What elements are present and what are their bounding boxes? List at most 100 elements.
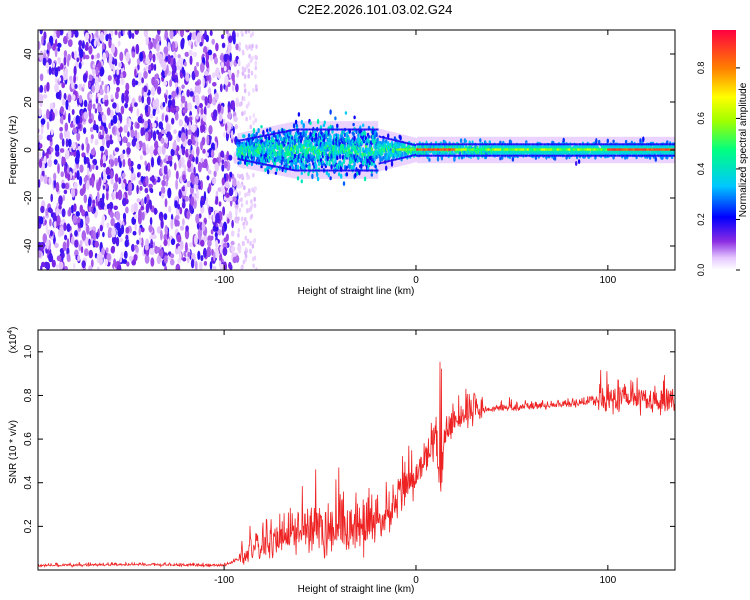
heatmap-noise-cell (109, 211, 114, 219)
heatmap-halo-cell (275, 125, 277, 175)
heatmap-faint-cell (245, 220, 249, 226)
heatmap-noise-cell (205, 34, 209, 43)
heatmap-noise-cell (95, 98, 99, 104)
heatmap-noise-cell (45, 62, 49, 68)
heatmap-faint-cell (243, 88, 247, 94)
heatmap-noise-cell (150, 257, 155, 267)
heatmap-noise-cell (59, 126, 63, 132)
heatmap-noise-cell (120, 105, 125, 115)
heatmap-band-cell (280, 144, 283, 150)
heatmap-noise-cell (197, 104, 200, 115)
heatmap-noise-cell (93, 39, 97, 47)
heatmap-band-cell (264, 168, 267, 172)
heatmap-faint-cell (248, 44, 251, 50)
heatmap-noise-cell (235, 188, 238, 197)
heatmap-band-cell (267, 169, 270, 175)
heatmap-band-cell (395, 155, 398, 160)
heatmap-noise-cell (206, 134, 210, 146)
heatmap-faint-cell (252, 263, 255, 269)
heatmap-noise-cell (197, 161, 202, 173)
heatmap-band-cell (598, 139, 601, 144)
heatmap-noise-cell (76, 57, 80, 63)
heatmap-noise-cell (102, 193, 105, 200)
heatmap-noise-cell (122, 259, 128, 264)
heatmap-noise-cell (112, 114, 118, 124)
heatmap-band-cell (375, 132, 378, 138)
heatmap-noise-cell (73, 74, 76, 84)
heatmap-noise-cell (196, 190, 200, 201)
heatmap-faint-cell (254, 74, 257, 79)
heatmap-noise-cell (153, 148, 158, 156)
heatmap-noise-cell (38, 250, 42, 258)
heatmap-noise-cell (95, 66, 99, 76)
heatmap-band-cell (271, 153, 275, 158)
heatmap-noise-cell (227, 42, 232, 53)
heatmap-noise-cell (70, 122, 74, 128)
heatmap-noise-cell (145, 146, 150, 155)
heatmap-noise-cell (104, 258, 109, 266)
heatmap-noise-cell (102, 162, 107, 168)
heatmap-noise-cell (196, 61, 199, 67)
heatmap-band-cell (296, 147, 300, 154)
heatmap-noise-cell (161, 113, 164, 122)
heatmap-band-cell (324, 148, 327, 155)
heatmap-noise-cell (88, 45, 93, 55)
heatmap-band-cell (370, 147, 373, 152)
heatmap-noise-cell (79, 48, 84, 59)
heatmap-noise-cell (89, 93, 93, 99)
heatmap-noise-cell (149, 176, 154, 182)
heatmap-noise-cell (208, 183, 212, 193)
heatmap-noise-cell (53, 219, 57, 229)
heatmap-noise-cell (104, 204, 107, 211)
heatmap-noise-cell (199, 41, 203, 47)
heatmap-noise-cell (178, 159, 182, 169)
heatmap-noise-cell (221, 42, 226, 49)
heatmap-noise-cell (108, 38, 112, 49)
heatmap-noise-cell (190, 163, 194, 174)
heatmap-faint-cell (236, 173, 240, 179)
heatmap-band-cell (252, 155, 256, 162)
heatmap-noise-cell (96, 181, 101, 192)
heatmap-faint-cell (237, 228, 241, 233)
heatmap-noise-cell (186, 180, 191, 188)
heatmap-noise-cell (76, 132, 81, 142)
heatmap-noise-cell (200, 107, 204, 115)
heatmap-noise-cell (60, 171, 65, 178)
heatmap-band-cell (335, 140, 338, 146)
heatmap-noise-cell (163, 46, 169, 55)
heatmap-noise-cell (52, 62, 55, 68)
heatmap-faint-cell (245, 116, 248, 122)
heatmap-noise-cell (97, 92, 101, 98)
heatmap-noise-cell (150, 86, 156, 96)
heatmap-noise-cell (100, 67, 105, 76)
heatmap-noise-cell (145, 175, 149, 187)
heatmap-band-cell (308, 138, 311, 145)
heatmap-noise-cell (98, 256, 103, 266)
heatmap-noise-cell (158, 121, 163, 129)
heatmap-noise-cell (168, 94, 172, 100)
heatmap-noise-cell (202, 77, 205, 88)
heatmap-noise-cell (38, 41, 41, 50)
heatmap-band-cell (268, 135, 271, 141)
heatmap-noise-cell (163, 213, 168, 221)
heatmap-band-cell (479, 138, 482, 143)
heatmap-noise-cell (78, 40, 83, 47)
heatmap-noise-cell (71, 109, 75, 115)
heatmap-noise-cell (105, 183, 108, 189)
heatmap-faint-cell (243, 67, 247, 73)
heatmap-faint-cell (249, 228, 252, 234)
heatmap-noise-cell (105, 247, 109, 254)
heatmap-noise-cell (208, 125, 213, 135)
heatmap-noise-cell (108, 33, 112, 39)
heatmap-halo-cell (329, 121, 331, 179)
heatmap-faint-cell (244, 192, 247, 198)
heatmap-faint-cell (255, 44, 258, 49)
heatmap-noise-cell (164, 180, 169, 187)
heatmap-noise-cell (143, 70, 148, 79)
heatmap-noise-cell (199, 102, 203, 109)
heatmap-noise-cell (188, 49, 193, 57)
heatmap-noise-cell (39, 216, 44, 225)
heatmap-noise-cell (123, 250, 128, 259)
heatmap-noise-cell (195, 114, 199, 120)
heatmap-noise-cell (185, 72, 190, 82)
